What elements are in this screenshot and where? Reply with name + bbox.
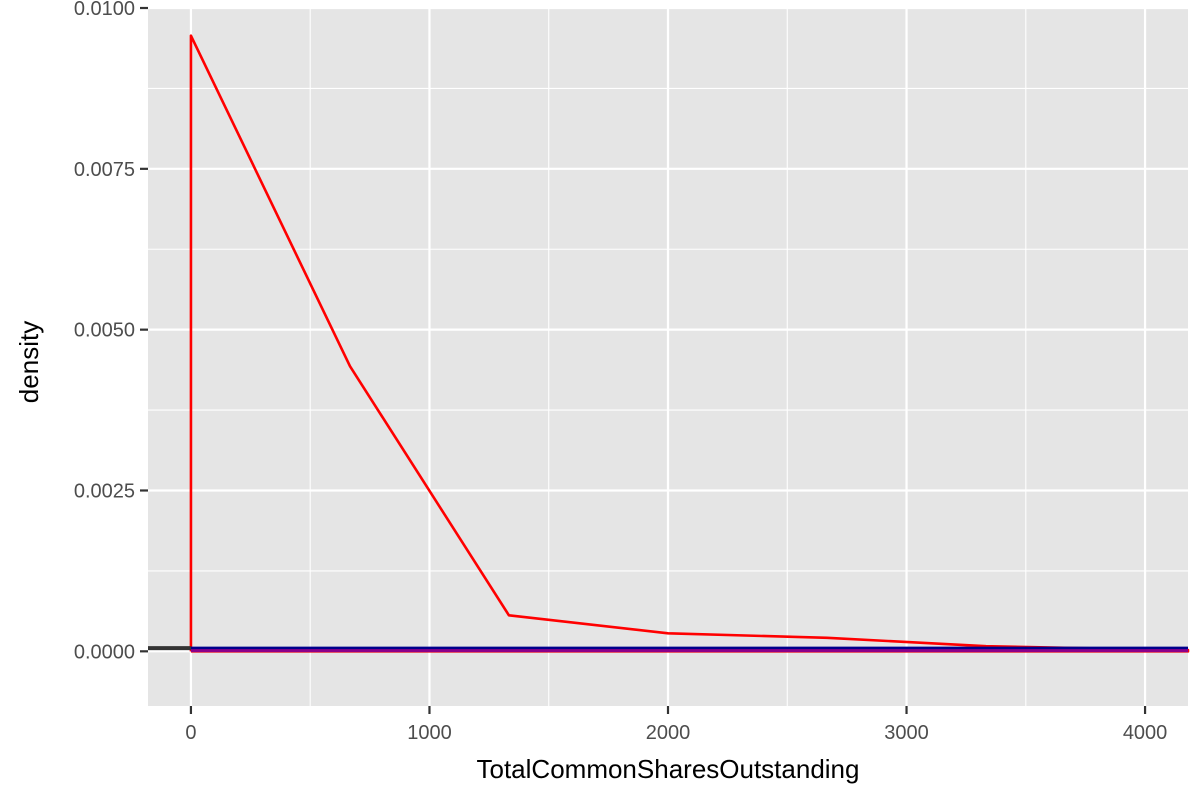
x-tick-label: 4000 <box>1123 722 1168 744</box>
y-axis: 0.0000 0.0025 0.0050 0.0075 0.0100 <box>74 0 148 663</box>
x-tick-label: 1000 <box>407 722 452 744</box>
series-layer <box>148 34 1190 653</box>
y-axis-title: density <box>14 321 44 403</box>
x-tick-label: 3000 <box>884 722 929 744</box>
x-tick-label: 0 <box>185 722 196 744</box>
y-tick-label: 0.0000 <box>74 641 135 663</box>
x-tick-label: 2000 <box>646 722 691 744</box>
x-axis: 0 1000 2000 3000 4000 <box>185 706 1167 744</box>
y-tick-label: 0.0075 <box>74 159 135 181</box>
y-tick-label: 0.0025 <box>74 480 135 502</box>
y-tick-label: 0.0050 <box>74 320 135 342</box>
y-tick-label: 0.0100 <box>74 0 135 20</box>
x-axis-title: TotalCommonSharesOutstanding <box>477 754 860 784</box>
